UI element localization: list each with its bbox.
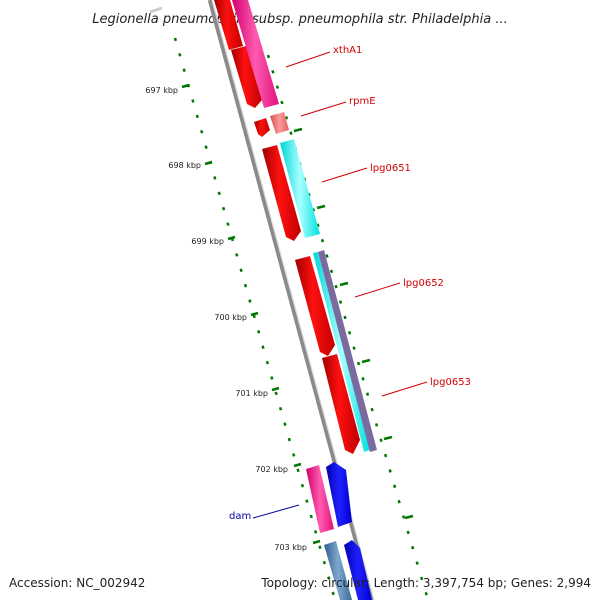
- gene-arrow[interactable]: [344, 540, 372, 600]
- gene-bar[interactable]: [306, 465, 334, 533]
- gene-arrow-lpg0653[interactable]: [322, 354, 360, 454]
- gene-arrow-lpg0651[interactable]: [262, 145, 301, 241]
- label-leaders: [252, 51, 428, 519]
- tick-label: 702 kbp: [255, 465, 288, 474]
- genome-summary-text: Topology: circular; Length: 3,397,754 bp…: [260, 576, 591, 590]
- gene-arrow[interactable]: [214, 0, 243, 50]
- tick-label: 698 kbp: [168, 161, 201, 170]
- gene-bar[interactable]: [313, 252, 370, 452]
- gene-label-lpg0651[interactable]: lpg0651: [370, 163, 411, 174]
- tick-label: 699 kbp: [191, 237, 224, 246]
- gene-bar[interactable]: [280, 139, 320, 238]
- forward-strand-features: [232, 0, 377, 600]
- tick-label: 700 kbp: [214, 313, 247, 322]
- gene-bar[interactable]: [232, 0, 279, 108]
- tick-label: 703 kbp: [274, 543, 307, 552]
- gene-label-lpg0652[interactable]: lpg0652: [403, 278, 444, 289]
- tick-label: 701 kbp: [235, 389, 268, 398]
- gene-label-lpg0653[interactable]: lpg0653: [430, 377, 471, 388]
- outer-major-ticks: [293, 127, 414, 520]
- top-strip: [149, 6, 163, 14]
- gene-arrow-rpmE[interactable]: [254, 118, 270, 137]
- reverse-strand-features: [214, 0, 360, 454]
- map-title: Legionella pneumophila subsp. pneumophil…: [92, 12, 508, 27]
- gene-labels: xthA1 rpmE lpg0651 lpg0652 lpg0653 dam: [229, 45, 471, 522]
- gene-bar[interactable]: [318, 250, 377, 452]
- gene-bar[interactable]: [270, 112, 289, 134]
- gene-label-rpmE[interactable]: rpmE: [349, 96, 376, 107]
- gene-arrow-dam[interactable]: [326, 462, 352, 527]
- tick-label: 697 kbp: [145, 86, 178, 95]
- gene-label-dam[interactable]: dam: [229, 511, 251, 522]
- tick-labels: 697 kbp 698 kbp 699 kbp 700 kbp 701 kbp …: [145, 86, 307, 552]
- accession-text: Accession: NC_002942: [9, 576, 145, 590]
- gene-arrow-lpg0652[interactable]: [295, 256, 335, 356]
- inner-tick-scale: [173, 37, 337, 600]
- inner-major-ticks: [181, 83, 321, 545]
- gene-arrow-xthA1[interactable]: [231, 46, 262, 108]
- gene-label-xthA1[interactable]: xthA1: [333, 45, 362, 56]
- gene-bar[interactable]: [324, 541, 352, 600]
